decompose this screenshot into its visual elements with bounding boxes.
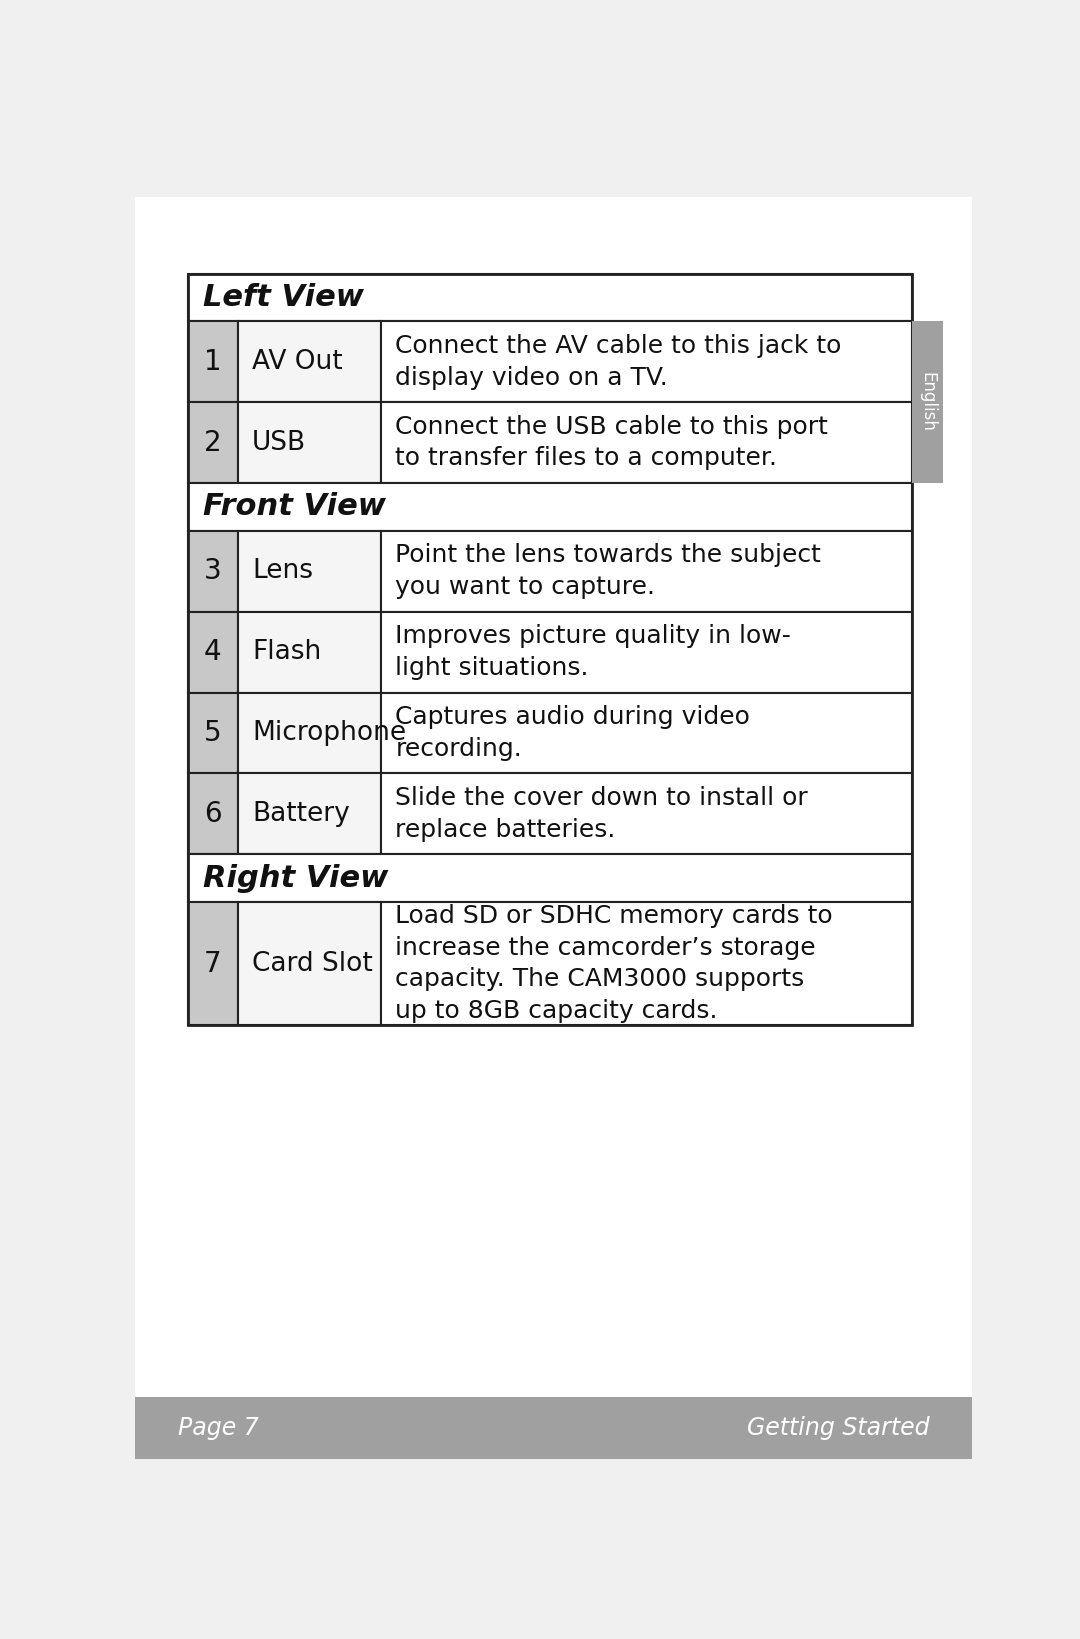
Text: Slide the cover down to install or
replace batteries.: Slide the cover down to install or repla…: [395, 787, 808, 842]
Text: 3: 3: [204, 557, 221, 585]
Bar: [238, 774, 381, 854]
Bar: [188, 484, 913, 531]
Bar: [188, 854, 913, 901]
Bar: [188, 611, 238, 693]
Bar: [381, 321, 913, 402]
Bar: [188, 901, 238, 1026]
Bar: [913, 321, 943, 484]
Bar: [238, 531, 381, 611]
Bar: [188, 402, 238, 484]
Bar: [188, 321, 238, 402]
Text: Card Slot: Card Slot: [252, 951, 373, 977]
Bar: [381, 531, 913, 611]
Bar: [188, 274, 913, 321]
Text: Captures audio during video
recording.: Captures audio during video recording.: [395, 705, 751, 760]
Bar: [238, 321, 381, 402]
Text: 4: 4: [204, 638, 221, 665]
Text: Connect the USB cable to this port
to transfer files to a computer.: Connect the USB cable to this port to tr…: [395, 415, 828, 470]
Bar: [238, 402, 381, 484]
Bar: [188, 531, 238, 611]
Bar: [381, 901, 913, 1026]
Text: Point the lens towards the subject
you want to capture.: Point the lens towards the subject you w…: [395, 544, 821, 600]
Text: 7: 7: [204, 949, 221, 977]
Text: AV Out: AV Out: [252, 349, 342, 375]
Text: Front View: Front View: [203, 492, 386, 521]
Text: Flash: Flash: [252, 639, 321, 665]
Text: USB: USB: [252, 429, 306, 456]
Text: 2: 2: [204, 429, 221, 457]
Bar: [135, 1396, 972, 1459]
Text: Microphone: Microphone: [252, 720, 406, 746]
Bar: [188, 274, 913, 1026]
Bar: [188, 774, 238, 854]
Text: Improves picture quality in low-
light situations.: Improves picture quality in low- light s…: [395, 624, 792, 680]
Text: Left View: Left View: [203, 284, 364, 311]
Bar: [238, 611, 381, 693]
Text: Getting Started: Getting Started: [746, 1416, 930, 1441]
Text: English: English: [919, 372, 936, 433]
Text: Load SD or SDHC memory cards to
increase the camcorder’s storage
capacity. The C: Load SD or SDHC memory cards to increase…: [395, 905, 833, 1023]
Text: Page 7: Page 7: [177, 1416, 258, 1441]
Text: 5: 5: [204, 720, 221, 747]
Text: Connect the AV cable to this jack to
display video on a TV.: Connect the AV cable to this jack to dis…: [395, 334, 841, 390]
Bar: [381, 402, 913, 484]
Bar: [381, 693, 913, 774]
Bar: [381, 611, 913, 693]
Bar: [381, 774, 913, 854]
Text: 1: 1: [204, 347, 221, 375]
Bar: [238, 693, 381, 774]
Text: Battery: Battery: [252, 801, 350, 826]
Text: Right View: Right View: [203, 864, 389, 893]
Bar: [188, 693, 238, 774]
Bar: [238, 901, 381, 1026]
Text: 6: 6: [204, 800, 221, 828]
Text: Lens: Lens: [252, 559, 313, 583]
